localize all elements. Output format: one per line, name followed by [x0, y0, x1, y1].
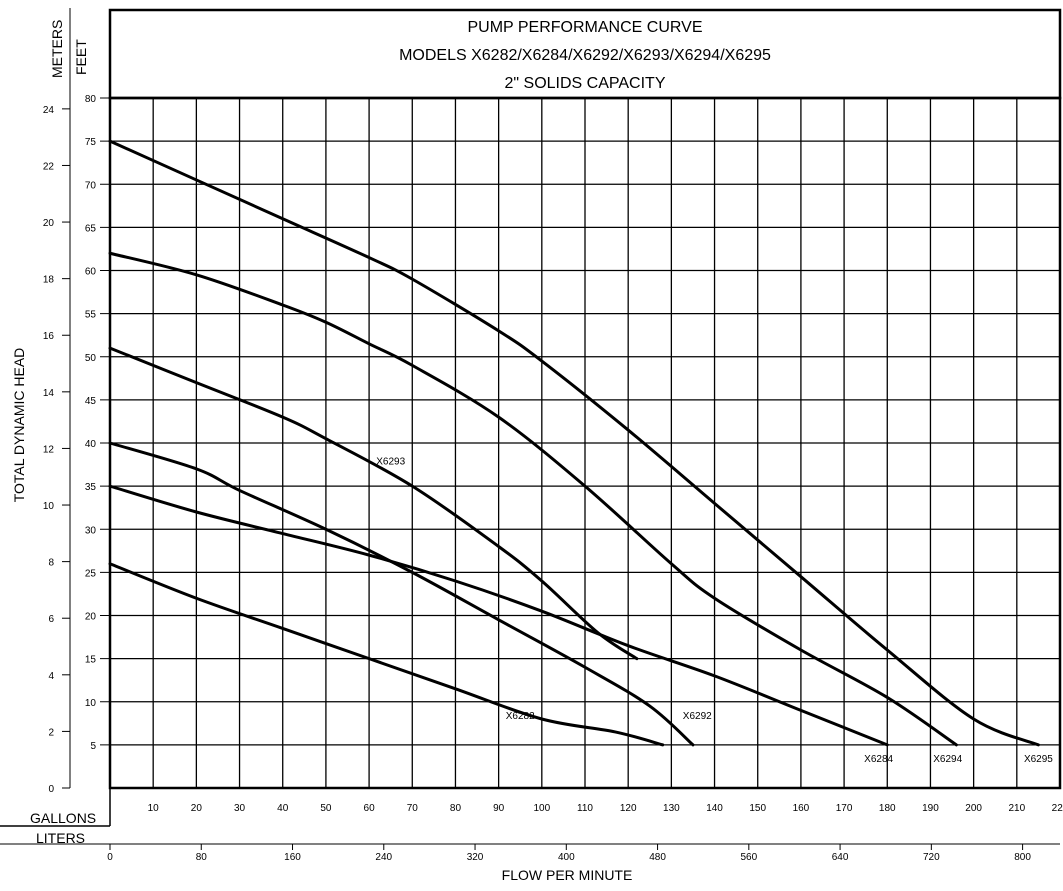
gallon-tick-label: 180: [879, 803, 896, 814]
curve-label-x6284: X6284: [864, 754, 893, 765]
tick-layer: 5101520253035404550556065707580024681012…: [43, 94, 1063, 863]
curve-x6292: [108, 441, 695, 747]
feet-tick-label: 80: [85, 94, 97, 105]
liter-tick-label: 0: [107, 852, 113, 863]
liters-unit-label: LITERS: [36, 830, 85, 846]
meter-tick-label: 4: [48, 671, 54, 682]
gallon-tick-label: 160: [793, 803, 810, 814]
meter-tick-label: 0: [48, 784, 54, 795]
feet-tick-label: 70: [85, 180, 97, 191]
gallon-tick-label: 110: [577, 803, 593, 814]
series-layer: X6282 X6284 X6292 X6293 X6294 X6295: [108, 139, 1053, 765]
gallon-tick-label: 220: [1052, 803, 1063, 814]
meter-tick-label: 20: [43, 218, 55, 229]
feet-tick-label: 5: [90, 741, 96, 752]
liter-tick-label: 720: [923, 852, 940, 863]
meter-tick-label: 8: [48, 558, 54, 569]
gallon-tick-label: 190: [922, 803, 939, 814]
gallon-tick-label: 60: [364, 803, 376, 814]
gallon-tick-label: 210: [1008, 803, 1025, 814]
feet-tick-label: 50: [85, 353, 97, 364]
meter-tick-label: 2: [48, 727, 54, 738]
feet-tick-label: 75: [85, 137, 97, 148]
feet-tick-label: 20: [85, 612, 97, 623]
curve-label-x6295: X6295: [1024, 754, 1053, 765]
meter-tick-label: 24: [43, 105, 55, 116]
gallon-tick-label: 120: [620, 803, 637, 814]
liter-tick-label: 400: [558, 852, 575, 863]
feet-tick-label: 10: [85, 698, 97, 709]
gallon-tick-label: 10: [148, 803, 160, 814]
feet-tick-label: 40: [85, 439, 97, 450]
curve-x6284: [108, 484, 889, 747]
x-axis-title: FLOW PER MINUTE: [502, 867, 633, 883]
meter-tick-label: 14: [43, 388, 55, 399]
liter-tick-label: 240: [375, 852, 392, 863]
liter-tick-label: 560: [740, 852, 757, 863]
gallon-tick-label: 130: [663, 803, 680, 814]
gallon-tick-label: 80: [450, 803, 462, 814]
feet-tick-label: 65: [85, 223, 97, 234]
curve-x6295: [108, 139, 1040, 747]
meter-tick-label: 12: [43, 444, 55, 455]
feet-tick-label: 45: [85, 396, 97, 407]
feet-unit-label: FEET: [73, 39, 89, 75]
gallon-tick-label: 150: [749, 803, 766, 814]
feet-tick-label: 30: [85, 525, 97, 536]
curve-x6282: [108, 562, 665, 747]
liter-tick-label: 80: [196, 852, 208, 863]
chart-title-line-1: PUMP PERFORMANCE CURVE: [468, 19, 703, 36]
liter-tick-label: 320: [467, 852, 484, 863]
chart-title-line-2: MODELS X6282/X6284/X6292/X6293/X6294/X62…: [399, 47, 771, 64]
curve-label-x6292: X6292: [683, 711, 712, 722]
feet-tick-label: 35: [85, 482, 97, 493]
liter-tick-label: 160: [284, 852, 301, 863]
gallon-tick-label: 30: [234, 803, 246, 814]
liter-tick-label: 640: [832, 852, 849, 863]
gallon-tick-label: 90: [493, 803, 505, 814]
meter-tick-label: 22: [43, 161, 55, 172]
curve-label-x6282: X6282: [506, 711, 535, 722]
gallon-tick-label: 70: [407, 803, 419, 814]
meter-tick-label: 18: [43, 275, 55, 286]
gallon-tick-label: 100: [533, 803, 550, 814]
meter-tick-label: 6: [48, 614, 54, 625]
gallon-tick-label: 170: [836, 803, 853, 814]
grid-layer: [110, 98, 1060, 788]
liter-tick-label: 480: [649, 852, 666, 863]
y-axis-title: TOTAL DYNAMIC HEAD: [11, 348, 27, 503]
curve-x6293: [108, 346, 639, 661]
plot-frame: [108, 96, 1062, 790]
chart-title-line-3: 2" SOLIDS CAPACITY: [505, 75, 666, 92]
feet-tick-label: 60: [85, 267, 97, 278]
curve-label-x6293: X6293: [376, 457, 405, 468]
meters-unit-label: METERS: [49, 20, 65, 78]
feet-tick-label: 15: [85, 655, 97, 666]
feet-tick-label: 25: [85, 568, 97, 579]
meter-tick-label: 10: [43, 501, 55, 512]
liter-tick-label: 800: [1014, 852, 1031, 863]
gallon-tick-label: 200: [965, 803, 982, 814]
feet-tick-label: 55: [85, 310, 97, 321]
meter-tick-label: 16: [43, 331, 55, 342]
gallon-tick-label: 50: [320, 803, 332, 814]
gallon-tick-label: 140: [706, 803, 723, 814]
gallon-tick-label: 20: [191, 803, 203, 814]
gallon-tick-label: 40: [277, 803, 289, 814]
curve-x6294: [108, 251, 958, 747]
gallons-unit-label: GALLONS: [30, 810, 96, 826]
curve-label-x6294: X6294: [933, 754, 962, 765]
